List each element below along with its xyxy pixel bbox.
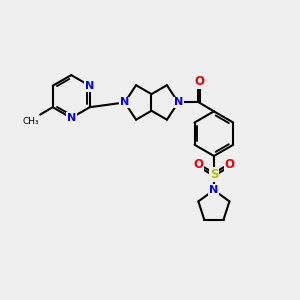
Text: N: N <box>85 81 94 91</box>
Text: CH₃: CH₃ <box>22 117 39 126</box>
Text: O: O <box>225 158 235 171</box>
Text: N: N <box>120 98 129 107</box>
Text: O: O <box>194 75 204 88</box>
Text: N: N <box>67 113 76 123</box>
Text: S: S <box>210 168 218 181</box>
Text: O: O <box>193 158 203 171</box>
Text: N: N <box>174 98 183 107</box>
Text: N: N <box>209 185 218 195</box>
